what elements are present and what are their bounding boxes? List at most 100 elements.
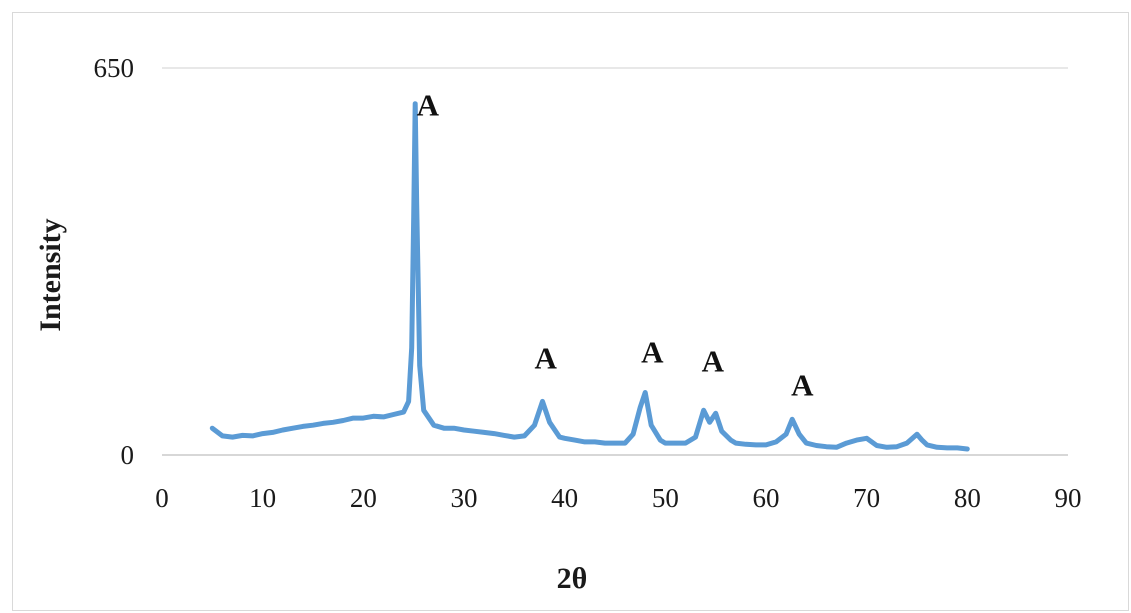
data-point-0-11 [321, 421, 325, 425]
data-point-0-49 [638, 405, 642, 409]
data-point-0-58 [708, 420, 712, 424]
data-point-0-19 [402, 410, 406, 414]
data-point-0-15 [361, 416, 365, 420]
x-tick-label-70: 70 [853, 483, 880, 513]
data-point-0-53 [663, 441, 667, 445]
axis-layer: 0 650 0 10 20 30 40 50 60 70 80 90 [94, 53, 1082, 513]
x-tick-label-60: 60 [753, 483, 780, 513]
data-point-0-45 [603, 441, 607, 445]
data-point-0-22 [412, 215, 416, 219]
data-point-0-24 [415, 203, 419, 207]
data-point-0-57 [702, 408, 706, 412]
data-point-0-43 [583, 440, 587, 444]
data-point-0-46 [613, 441, 617, 445]
data-point-0-48 [631, 432, 635, 436]
data-point-0-78 [875, 443, 879, 447]
data-point-0-23 [413, 102, 417, 106]
data-point-0-51 [649, 423, 653, 427]
data-point-0-30 [462, 428, 466, 432]
y-axis-title: Intensity [34, 218, 67, 331]
x-tick-label-40: 40 [551, 483, 578, 513]
data-point-0-26 [422, 408, 426, 412]
data-point-0-86 [945, 446, 949, 450]
peak-annotation-5: A [791, 367, 814, 402]
data-point-0-17 [381, 415, 385, 419]
data-point-0-8 [291, 426, 295, 430]
peak-annotation-1: A [417, 88, 440, 123]
data-point-0-77 [870, 440, 874, 444]
data-point-0-67 [784, 432, 788, 436]
data-point-0-29 [452, 426, 456, 430]
data-point-0-44 [593, 440, 597, 444]
data-point-0-7 [281, 428, 285, 432]
series-layer [209, 101, 970, 452]
data-point-0-38 [541, 399, 545, 403]
data-point-0-47 [623, 441, 627, 445]
data-point-0-79 [885, 445, 889, 449]
data-point-0-87 [955, 446, 959, 450]
data-point-0-88 [965, 447, 969, 451]
data-point-0-63 [744, 442, 748, 446]
data-point-0-20 [407, 399, 411, 403]
data-point-0-56 [694, 435, 698, 439]
data-point-0-41 [563, 436, 567, 440]
data-point-0-76 [865, 436, 869, 440]
data-point-0-42 [573, 438, 577, 442]
data-point-0-73 [834, 445, 838, 449]
data-point-0-61 [729, 438, 733, 442]
data-point-0-31 [472, 429, 476, 433]
data-point-0-82 [915, 432, 919, 436]
data-point-0-52 [658, 438, 662, 442]
data-point-0-32 [482, 430, 486, 434]
data-point-0-70 [804, 441, 808, 445]
data-point-0-33 [492, 432, 496, 436]
data-point-0-65 [764, 443, 768, 447]
data-point-0-40 [558, 435, 562, 439]
x-tick-label-80: 80 [954, 483, 981, 513]
grid-layer [162, 67, 1068, 456]
data-point-0-13 [341, 418, 345, 422]
data-point-0-83 [920, 438, 924, 442]
data-point-0-12 [331, 420, 335, 424]
data-point-0-37 [532, 423, 536, 427]
data-point-0-68 [790, 417, 794, 421]
data-point-0-34 [502, 433, 506, 437]
data-point-0-60 [720, 429, 724, 433]
data-point-0-2 [230, 435, 234, 439]
chart-frame [12, 12, 1129, 611]
x-axis-title: 2θ [557, 562, 588, 595]
data-point-0-64 [754, 443, 758, 447]
data-point-0-25 [418, 364, 422, 368]
y-tick-label-650: 650 [94, 53, 135, 83]
peak-annotation-2: A [534, 341, 557, 376]
data-point-0-9 [301, 424, 305, 428]
data-point-0-3 [241, 433, 245, 437]
data-point-0-1 [220, 434, 224, 438]
data-point-0-0 [210, 426, 214, 430]
x-tick-label-30: 30 [451, 483, 478, 513]
peak-annotation-4: A [702, 344, 725, 379]
data-point-0-5 [261, 432, 265, 436]
data-point-0-72 [824, 445, 828, 449]
data-point-0-71 [814, 443, 818, 447]
data-point-0-81 [905, 441, 909, 445]
data-point-0-84 [925, 443, 929, 447]
data-point-0-39 [548, 420, 552, 424]
x-tick-label-90: 90 [1055, 483, 1082, 513]
data-point-0-69 [797, 432, 801, 436]
y-tick-label-0: 0 [121, 440, 135, 470]
data-point-0-85 [935, 445, 939, 449]
data-point-0-21 [410, 346, 414, 350]
data-point-0-66 [774, 440, 778, 444]
data-point-0-75 [855, 438, 859, 442]
x-tick-label-0: 0 [155, 483, 169, 513]
data-point-0-54 [673, 441, 677, 445]
data-point-0-36 [522, 434, 526, 438]
data-point-0-14 [351, 416, 355, 420]
data-point-0-27 [432, 423, 436, 427]
data-point-0-59 [714, 411, 718, 415]
peak-annotation-3: A [641, 335, 664, 370]
data-point-0-10 [311, 423, 315, 427]
data-point-0-16 [371, 414, 375, 418]
